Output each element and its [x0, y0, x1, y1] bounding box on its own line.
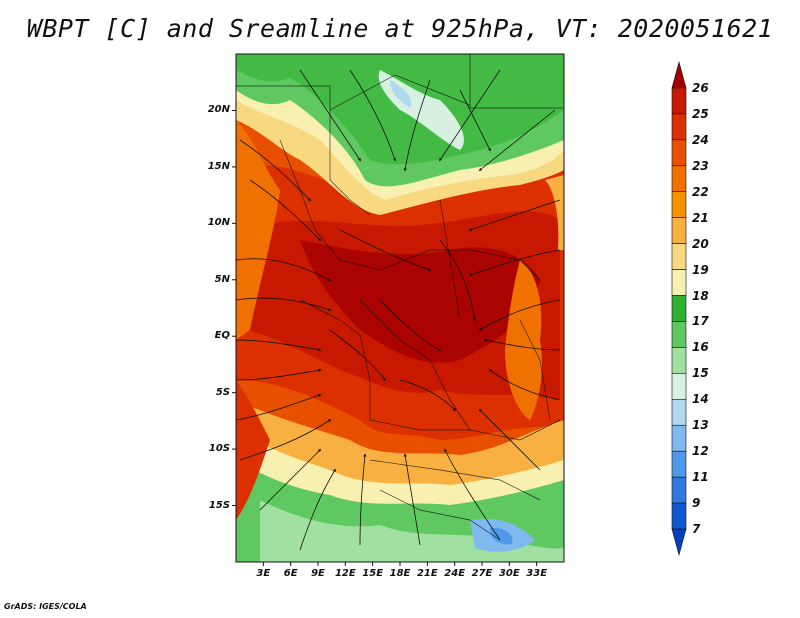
colorbar-swatch	[671, 295, 687, 322]
lon-tick-label: 30E	[498, 568, 520, 579]
lon-tick-label: 9E	[311, 568, 325, 579]
colorbar-level-label: 17	[692, 314, 709, 329]
colorbar-swatch	[671, 373, 687, 400]
lon-tick-label: 24E	[444, 568, 466, 579]
lon-tick-label: 33E	[526, 568, 548, 579]
colorbar-level-label: 11	[692, 470, 709, 485]
colorbar-level-label: 13	[692, 418, 709, 433]
lat-tick-label: 20N	[207, 104, 230, 116]
colorbar-swatch	[671, 87, 687, 115]
lon-tick-label: 18E	[389, 568, 411, 579]
colorbar	[671, 60, 687, 557]
colorbar-level-label: 14	[692, 392, 709, 407]
colorbar-level-label: 9	[692, 496, 701, 511]
colorbar-level-label: 23	[692, 158, 709, 173]
colorbar-level-label: 25	[692, 106, 709, 121]
colorbar-swatch	[671, 321, 687, 348]
colorbar-swatch	[671, 502, 687, 530]
lat-tick-label: EQ	[214, 330, 230, 342]
colorbar-swatch	[671, 139, 687, 167]
colorbar-swatch	[671, 243, 687, 270]
colorbar-level-label: 26	[692, 80, 709, 95]
colorbar-swatch	[671, 60, 687, 89]
lon-tick-label: 15E	[362, 568, 384, 579]
colorbar-swatch	[671, 528, 687, 557]
colorbar-swatch	[671, 113, 687, 141]
lat-tick-label: 10S	[208, 443, 230, 455]
colorbar-swatch	[671, 450, 687, 478]
colorbar-swatch	[671, 217, 687, 244]
colorbar-level-label: 15	[692, 366, 709, 381]
lon-tick-label: 27E	[471, 568, 493, 579]
lon-tick-label: 6E	[283, 568, 298, 579]
lat-tick-label: 10N	[207, 217, 230, 229]
colorbar-level-label: 24	[692, 132, 709, 147]
colorbar-swatch	[671, 165, 687, 193]
colorbar-swatch	[671, 424, 687, 452]
streamlines	[236, 69, 561, 551]
wbpt-field	[236, 54, 564, 562]
colorbar-swatch	[671, 347, 687, 374]
axis-ticks	[232, 109, 538, 566]
colorbar-swatch	[671, 191, 687, 218]
colorbar-level-label: 7	[692, 522, 701, 537]
colorbar-swatch	[671, 476, 687, 504]
lat-tick-label: 15N	[207, 160, 230, 172]
country-borders	[236, 54, 563, 541]
colorbar-level-label: 19	[692, 262, 709, 277]
colorbar-swatch	[671, 269, 687, 296]
chart-title: WBPT [C] and Sreamline at 925hPa, VT: 20…	[26, 14, 774, 43]
colorbar-level-label: 21	[692, 210, 709, 225]
lon-tick-label: 3E	[256, 568, 271, 579]
colorbar-swatch	[671, 399, 687, 426]
colorbar-level-label: 16	[692, 340, 709, 355]
lat-tick-label: 5N	[214, 273, 230, 285]
credit-text: GrADS: IGES/COLA	[4, 602, 87, 611]
lat-tick-label: 5S	[215, 386, 230, 398]
colorbar-level-label: 22	[692, 184, 709, 199]
colorbar-level-label: 18	[692, 288, 709, 303]
lat-tick-label: 15S	[208, 499, 230, 511]
colorbar-level-label: 20	[692, 236, 709, 251]
lon-tick-label: 12E	[334, 568, 356, 579]
lon-tick-label: 21E	[416, 568, 438, 579]
colorbar-level-label: 12	[692, 444, 709, 459]
